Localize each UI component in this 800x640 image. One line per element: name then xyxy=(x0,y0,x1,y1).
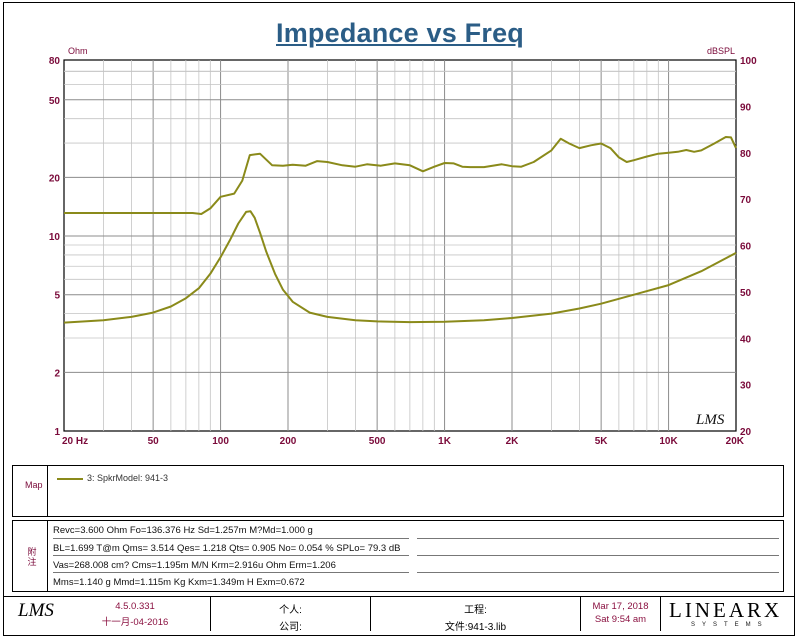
param-row-1: Revc=3.600 Ohm Fo=136.376 Hz Sd=1.257m M… xyxy=(53,525,313,536)
lms-watermark: LMS xyxy=(695,412,725,428)
company-label: 公司: xyxy=(279,622,302,633)
date-cell: Mar 17, 2018 Sat 9:54 am xyxy=(580,597,660,631)
spl-curve xyxy=(64,136,737,215)
y-tick-label: 2 xyxy=(54,368,60,379)
grid xyxy=(64,60,736,431)
version-cell: 4.5.0.331 十一月-04-2016 xyxy=(60,597,210,631)
linearx-subtitle: SYSTEMS xyxy=(691,622,769,628)
param-row-2: BL=1.699 T@m Qms= 3.514 Qes= 1.218 Qts= … xyxy=(53,543,401,554)
x-tick-labels: 20 Hz 50 100 200 500 1K 2K 5K 10K 20K xyxy=(62,436,745,447)
footer-bar xyxy=(3,596,795,636)
y2-tick-label: 50 xyxy=(740,288,752,299)
y-tick-label: 50 xyxy=(49,96,61,107)
y2-axis-unit: dBSPL xyxy=(707,46,735,56)
y-tick-label: 1 xyxy=(54,427,60,438)
footer-lms-logo: LMS xyxy=(18,600,54,621)
impedance-curve xyxy=(63,210,737,324)
x-tick-label: 20K xyxy=(726,436,745,447)
x-tick-label: 1K xyxy=(438,436,452,447)
x-tick-label: 10K xyxy=(659,436,678,447)
y-tick-label: 5 xyxy=(54,291,60,302)
file-label: 文件:941-3.lib xyxy=(444,622,507,633)
chart-title: Impedance vs Freq xyxy=(276,18,524,48)
x-tick-label: 500 xyxy=(369,436,386,447)
map-panel: Map 3: SpkrModel: 941-3 xyxy=(12,465,784,517)
project-cell: 工程: 文件:941-3.lib xyxy=(370,597,580,633)
curves xyxy=(63,136,737,324)
y-tick-label: 10 xyxy=(49,232,61,243)
person-cell: 个人: 公司: xyxy=(210,597,370,633)
notes-side-label: 附注 xyxy=(27,547,37,567)
y2-tick-label: 80 xyxy=(740,149,752,160)
version-number: 4.5.0.331 xyxy=(115,601,155,612)
y2-tick-label: 40 xyxy=(740,334,752,345)
project-label: 工程: xyxy=(464,605,487,616)
x-tick-label: 100 xyxy=(212,436,229,447)
y2-tick-label: 30 xyxy=(740,381,752,392)
version-date: 十一月-04-2016 xyxy=(101,617,169,628)
plot-area xyxy=(63,59,737,432)
date-text: Mar 17, 2018 xyxy=(592,601,649,612)
y2-tick-label: 60 xyxy=(740,242,752,253)
y-tick-label: 80 xyxy=(49,56,61,67)
page-frame xyxy=(3,2,795,636)
y2-tick-labels: 100 90 80 70 60 50 40 30 20 xyxy=(740,56,757,438)
x-tick-label: 20 Hz xyxy=(62,436,88,447)
legend-swatch xyxy=(57,478,83,480)
time-text: Sat 9:54 am xyxy=(594,614,647,625)
x-tick-label: 5K xyxy=(595,436,609,447)
notes-panel: 附注 Revc=3.600 Ohm Fo=136.376 Hz Sd=1.257… xyxy=(12,520,784,592)
impedance-chart: 20 Hz 50 100 200 500 1K 2K 5K 10K 20K 80 50 20 10 5 2 1… xyxy=(49,46,757,447)
y-axis-unit: Ohm xyxy=(68,46,88,56)
x-tick-label: 50 xyxy=(148,436,160,447)
map-side-label: Map xyxy=(25,480,43,490)
param-row-4: Mms=1.140 g Mmd=1.115m Kg Kxm=1.349m H E… xyxy=(53,577,305,588)
y2-tick-label: 70 xyxy=(740,195,752,206)
x-tick-label: 2K xyxy=(506,436,520,447)
y2-tick-label: 20 xyxy=(740,427,752,438)
y-tick-label: 20 xyxy=(49,173,61,184)
param-row-3: Vas=268.008 cm? Cms=1.195m M/N Krm=2.916… xyxy=(53,560,336,571)
brand-cell: LINEARX SYSTEMS xyxy=(660,597,795,631)
y-tick-labels: 80 50 20 10 5 2 1 xyxy=(49,56,61,438)
linearx-logo: LINEARX xyxy=(669,598,783,622)
person-label: 个人: xyxy=(279,605,302,616)
y2-tick-label: 100 xyxy=(740,56,757,67)
x-tick-label: 200 xyxy=(280,436,297,447)
y2-tick-label: 90 xyxy=(740,102,752,113)
legend-label: 3: SpkrModel: 941-3 xyxy=(87,473,169,483)
